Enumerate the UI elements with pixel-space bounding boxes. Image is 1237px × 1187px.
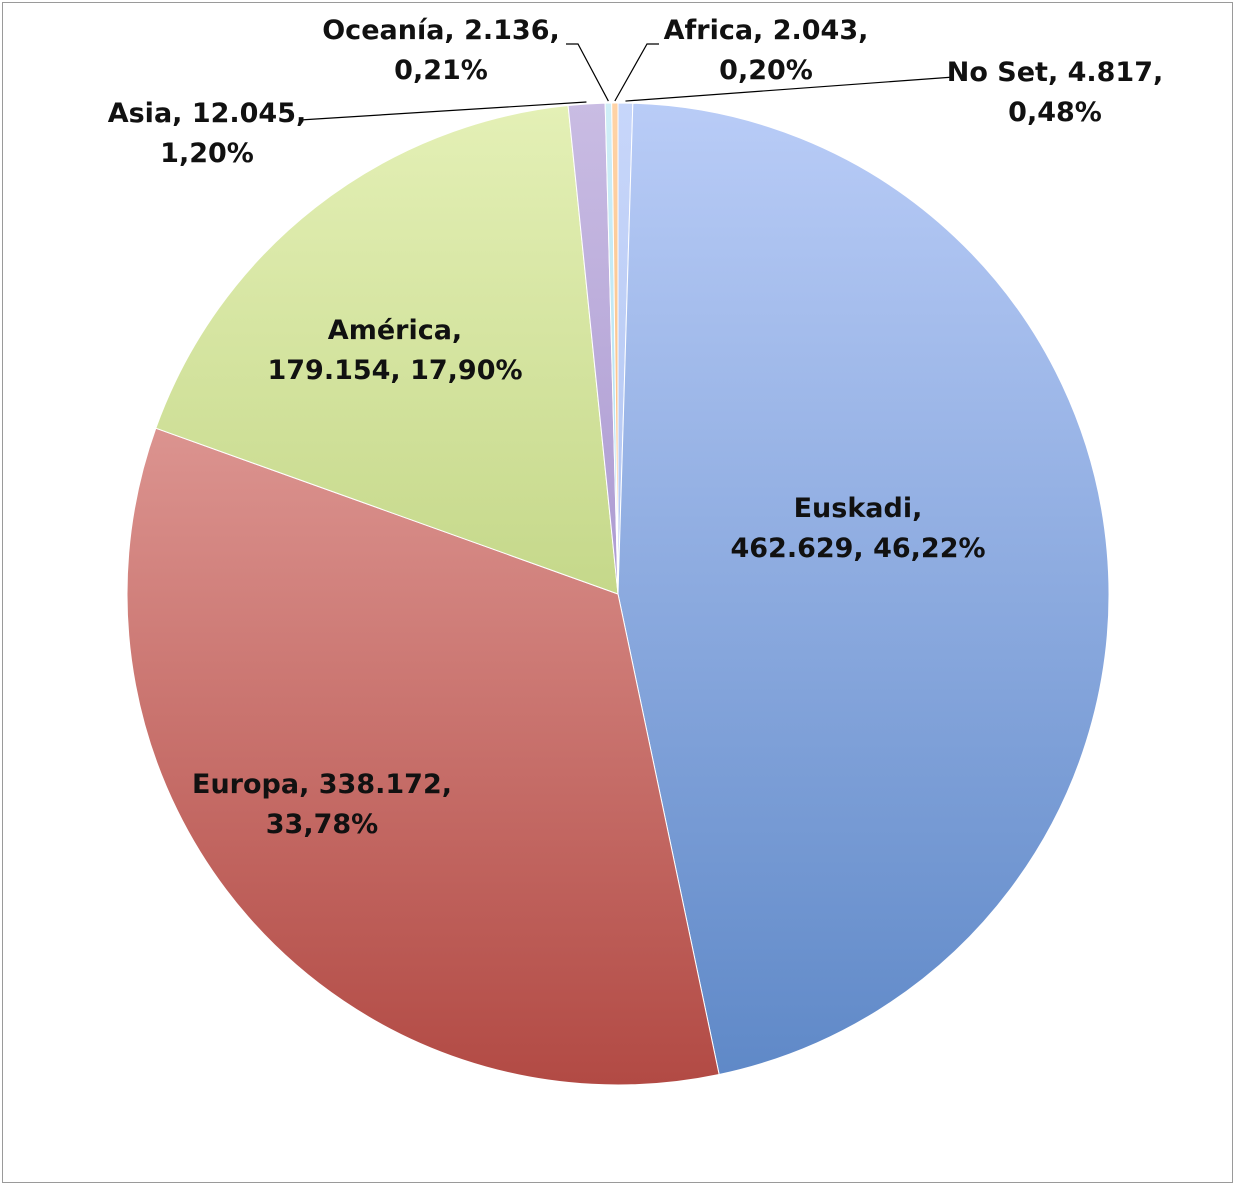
pie-slices bbox=[126, 102, 1110, 1086]
leader-line-asia bbox=[299, 101, 587, 121]
data-labels: No Set, 4.817, 0,48% Euskadi, 462.629, 46,2… bbox=[108, 15, 1164, 840]
data-label-line: América, bbox=[328, 315, 462, 346]
data-label-line: 0,21% bbox=[394, 55, 488, 86]
data-label-line: 179.154, 17,90% bbox=[267, 355, 522, 386]
data-label-africa: Africa, 2.043, 0,20% bbox=[664, 15, 869, 86]
data-label-line: No Set, 4.817, bbox=[947, 57, 1164, 88]
data-label-line: 462.629, 46,22% bbox=[730, 533, 985, 564]
slice-europa bbox=[126, 427, 720, 1086]
slice-euskadi bbox=[617, 102, 1110, 1076]
data-label-line: Europa, 338.172, bbox=[192, 769, 452, 800]
data-label-line: 0,20% bbox=[719, 55, 813, 86]
leader-line-no-set bbox=[625, 76, 955, 102]
data-label-no-set: No Set, 4.817, 0,48% bbox=[947, 57, 1164, 128]
data-label-line: 0,48% bbox=[1008, 97, 1102, 128]
data-label-euskadi: Euskadi, 462.629, 46,22% bbox=[730, 493, 985, 564]
leader-line-africa bbox=[614, 43, 659, 102]
slice-america bbox=[155, 104, 619, 595]
data-label-america: América, 179.154, 17,90% bbox=[267, 315, 522, 386]
data-label-europa: Europa, 338.172, 33,78% bbox=[192, 769, 452, 840]
data-label-line: Euskadi, bbox=[794, 493, 923, 524]
data-label-oceania: Oceanía, 2.136, 0,21% bbox=[322, 15, 560, 86]
slice-africa bbox=[611, 102, 619, 595]
leader-line-oceania bbox=[566, 43, 609, 102]
data-label-line: Oceanía, 2.136, bbox=[322, 15, 560, 46]
data-label-line: Asia, 12.045, bbox=[108, 98, 307, 129]
data-label-line: 33,78% bbox=[266, 809, 378, 840]
data-label-asia: Asia, 12.045, 1,20% bbox=[108, 98, 307, 169]
data-label-line: 1,20% bbox=[160, 138, 254, 169]
data-label-line: Africa, 2.043, bbox=[664, 15, 869, 46]
leader-lines bbox=[299, 43, 955, 121]
